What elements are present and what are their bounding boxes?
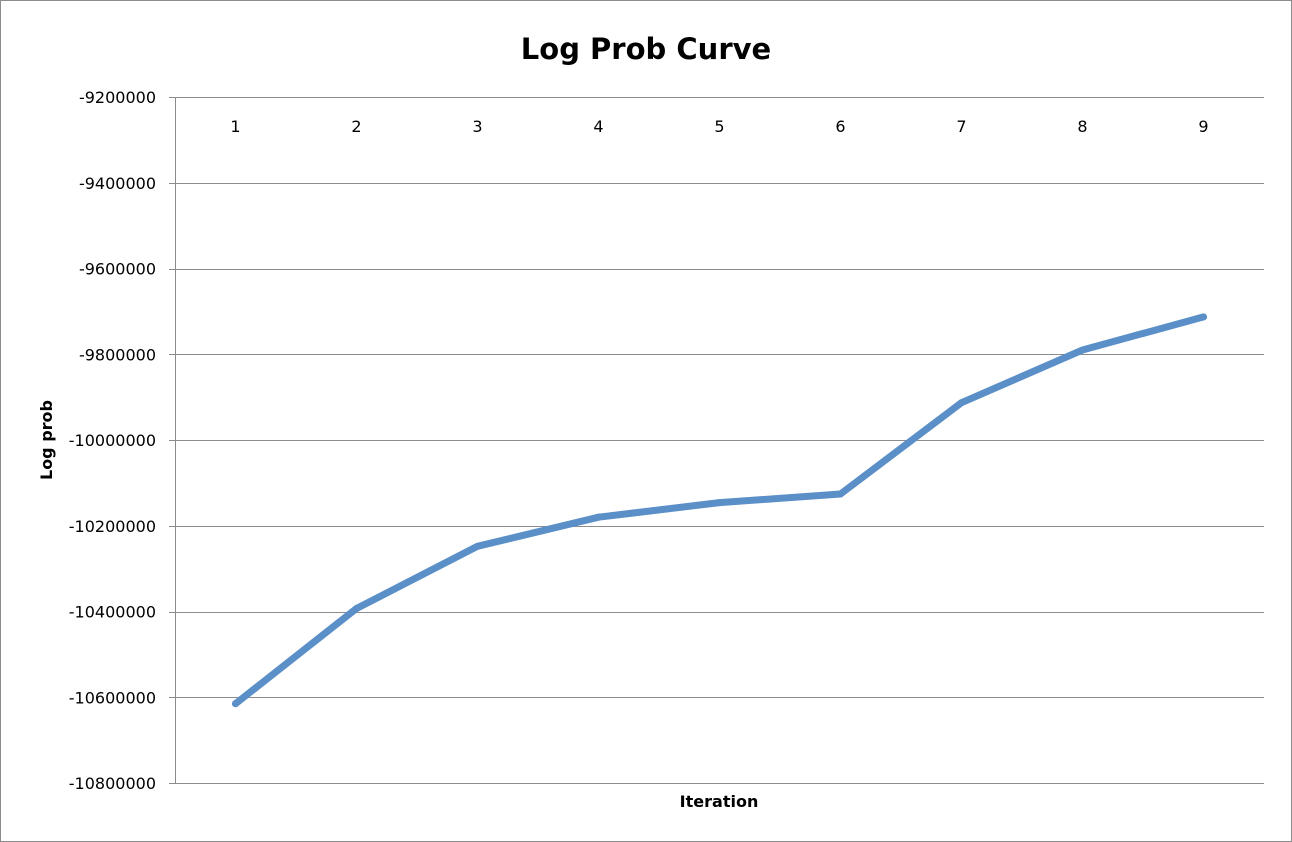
data-point bbox=[595, 513, 602, 521]
x-tick-label: 7 bbox=[956, 117, 966, 136]
y-axis-title: Log prob bbox=[37, 400, 56, 480]
series-line bbox=[232, 313, 1207, 708]
data-point bbox=[958, 399, 965, 407]
gridlines bbox=[169, 97, 1264, 784]
chart-title: Log Prob Curve bbox=[521, 32, 771, 66]
x-tick-label: 8 bbox=[1077, 117, 1087, 136]
y-tick-label: -10400000 bbox=[69, 603, 156, 622]
y-tick-label: -10800000 bbox=[69, 774, 156, 793]
data-point bbox=[837, 490, 844, 498]
x-tick-label: 9 bbox=[1198, 117, 1208, 136]
y-tick-label: -9200000 bbox=[79, 88, 156, 107]
x-tick-label: 4 bbox=[593, 117, 603, 136]
data-point bbox=[353, 604, 360, 612]
data-point bbox=[716, 499, 723, 507]
y-axis-tick-labels: -9200000 -9400000 -9600000 -9800000 -1000000… bbox=[69, 88, 156, 793]
series-layer bbox=[232, 313, 1207, 708]
y-tick-label: -10000000 bbox=[69, 431, 156, 450]
x-tick-label: 3 bbox=[472, 117, 482, 136]
y-tick-label: -10200000 bbox=[69, 517, 156, 536]
y-tick-label: -10600000 bbox=[69, 688, 156, 707]
y-tick-label: -9800000 bbox=[79, 345, 156, 364]
x-tick-label: 6 bbox=[835, 117, 845, 136]
x-axis-tick-labels: 1 2 3 4 5 6 7 8 9 bbox=[230, 117, 1208, 136]
data-point bbox=[232, 700, 239, 708]
y-tick-label: -9600000 bbox=[79, 260, 156, 279]
data-point bbox=[1200, 313, 1207, 321]
x-tick-label: 2 bbox=[351, 117, 361, 136]
data-point bbox=[474, 542, 481, 550]
x-tick-label: 5 bbox=[714, 117, 724, 136]
y-tick-label: -9400000 bbox=[79, 174, 156, 193]
data-point bbox=[1079, 346, 1086, 354]
x-axis-title: Iteration bbox=[680, 792, 759, 811]
x-tick-label: 1 bbox=[230, 117, 240, 136]
